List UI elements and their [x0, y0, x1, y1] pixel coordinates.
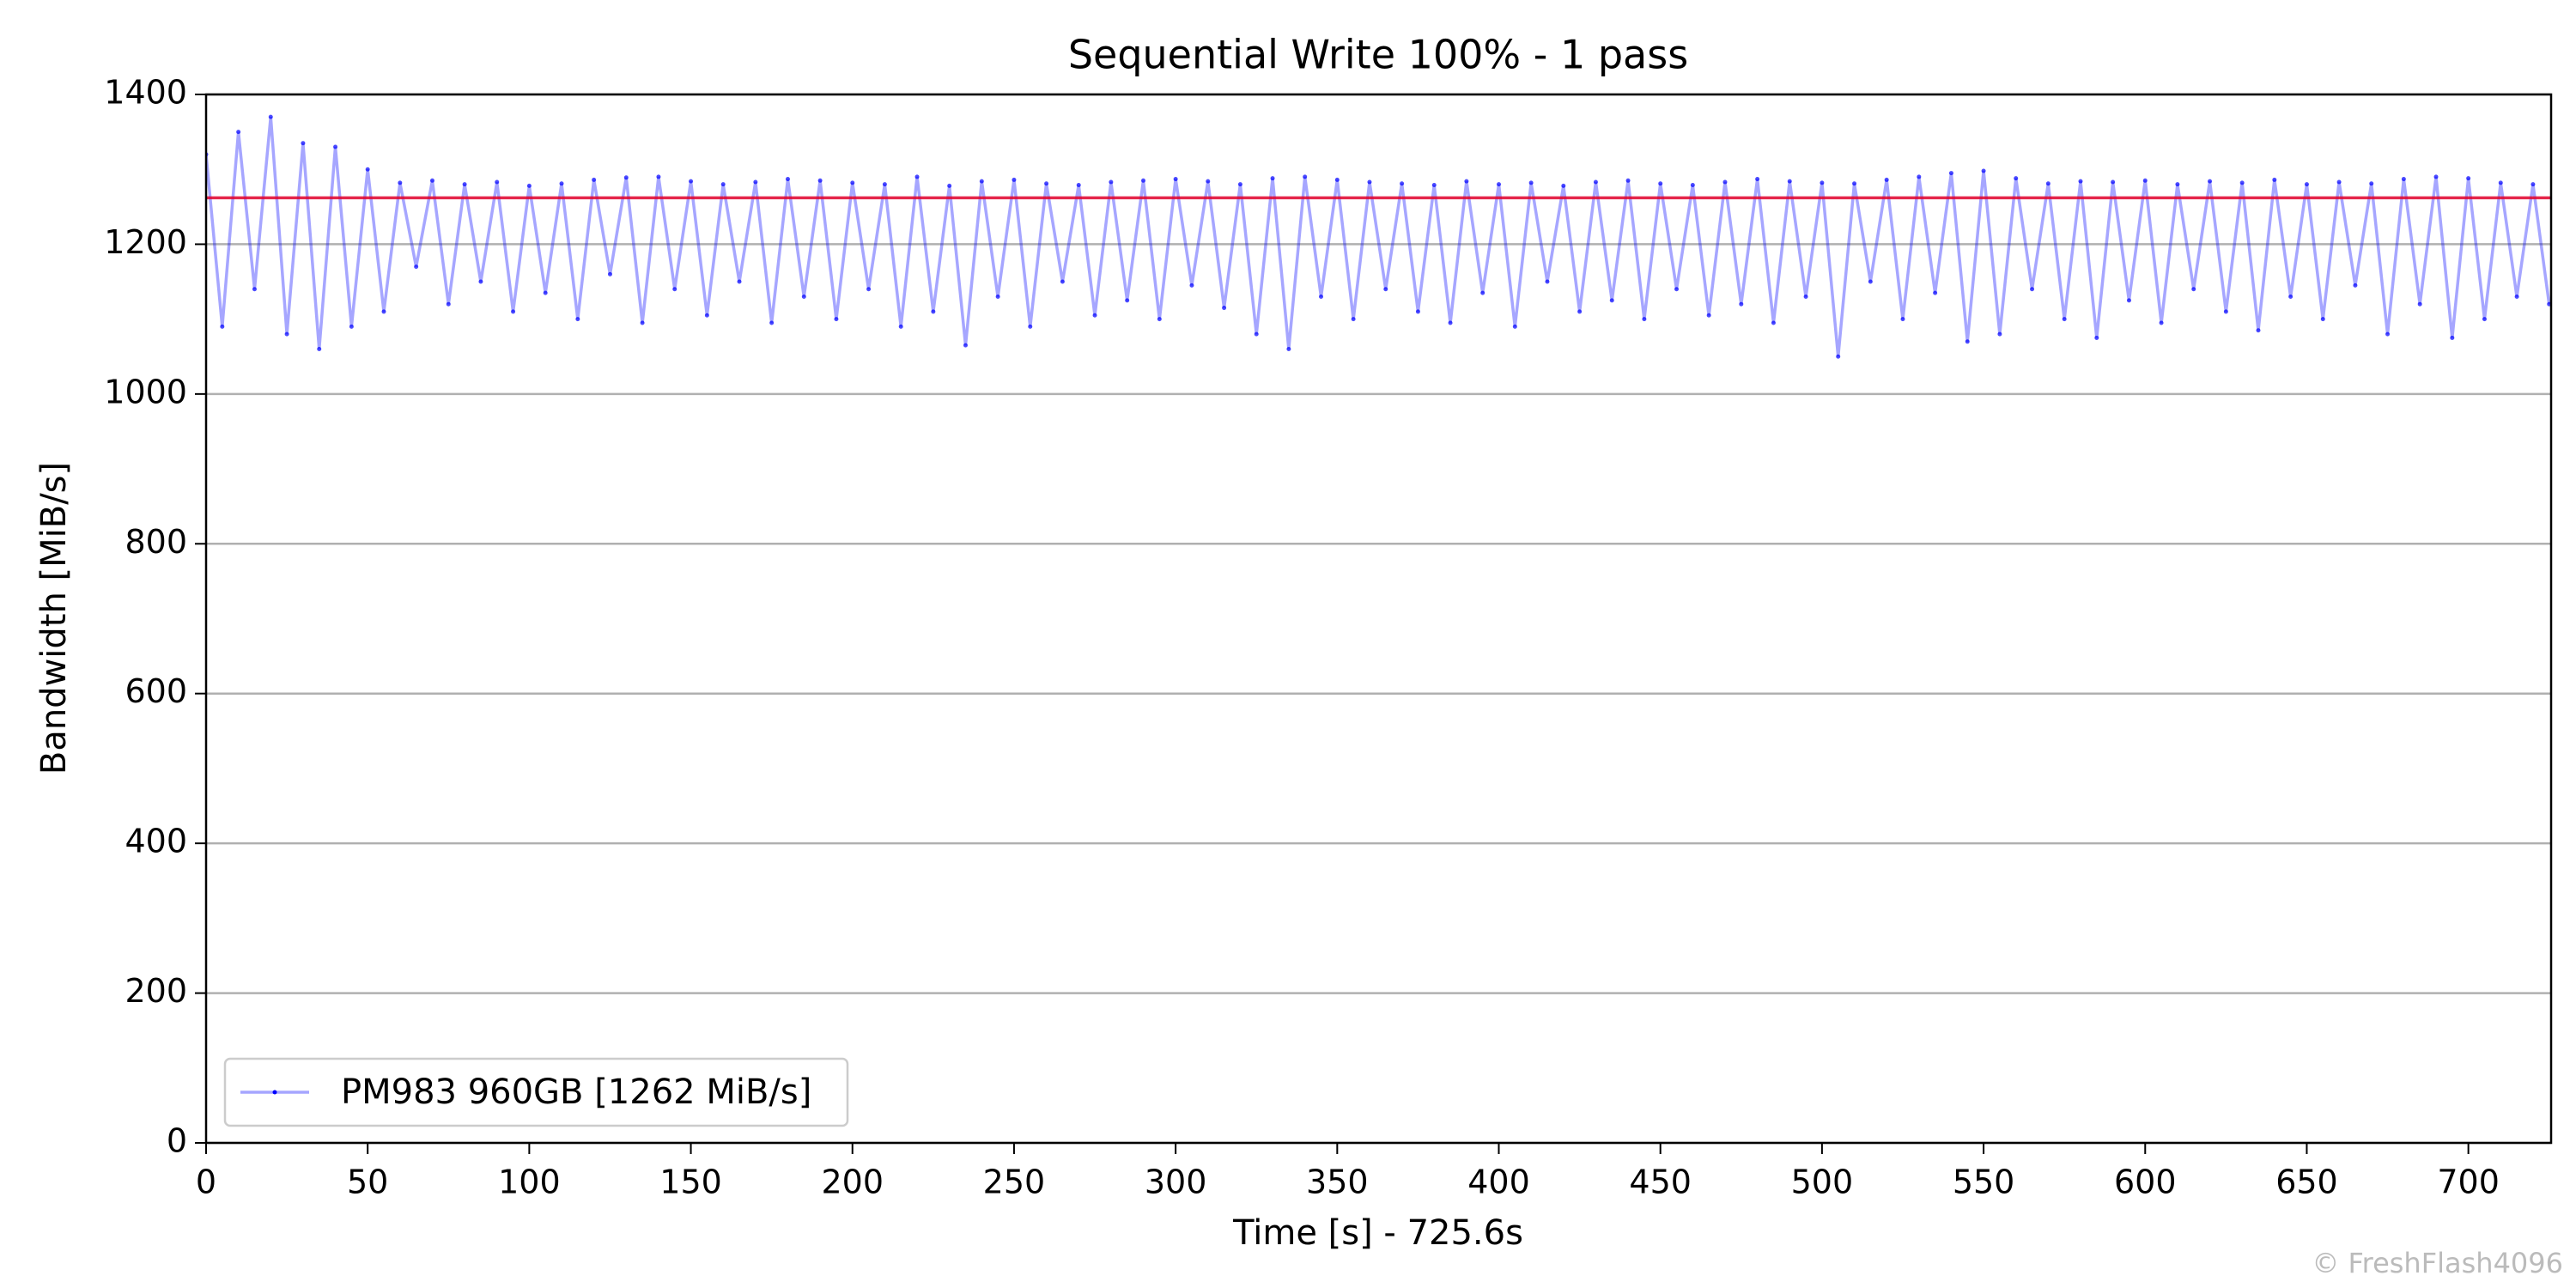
x-tick-label: 250 [983, 1163, 1046, 1201]
x-tick-label: 100 [498, 1163, 561, 1201]
series-line [206, 117, 2551, 357]
legend-label: PM983 960GB [1262 MiB/s] [341, 1072, 811, 1112]
legend-swatch-dot [272, 1090, 277, 1095]
y-tick-label: 800 [125, 523, 187, 561]
x-tick-label: 350 [1306, 1163, 1369, 1201]
x-tick-label: 0 [196, 1163, 216, 1201]
x-tick-label: 300 [1145, 1163, 1207, 1201]
watermark: © FreshFlash4096 [2312, 1247, 2563, 1279]
y-tick-label: 1400 [104, 74, 187, 112]
y-tick-label: 1000 [104, 373, 187, 410]
y-tick-label: 0 [167, 1122, 187, 1160]
plot-frame [204, 93, 2553, 1145]
x-tick-label: 650 [2275, 1163, 2338, 1201]
legend-box [223, 1057, 849, 1127]
y-tick-label: 1200 [104, 223, 187, 261]
x-tick-label: 150 [659, 1163, 722, 1201]
x-tick-label: 500 [1791, 1163, 1854, 1201]
x-axis-label: Time [s] - 725.6s [1232, 1213, 1523, 1253]
x-tick-label: 600 [2114, 1163, 2177, 1201]
y-tick-label: 400 [125, 823, 187, 860]
y-axis-label: Bandwidth [MiB/s] [34, 462, 74, 775]
x-tick-label: 50 [347, 1163, 388, 1201]
x-tick-label: 450 [1629, 1163, 1692, 1201]
y-tick-label: 200 [125, 972, 187, 1010]
x-tick-label: 200 [821, 1163, 884, 1201]
y-tick-label: 600 [125, 672, 187, 710]
x-tick-label: 700 [2437, 1163, 2500, 1201]
chart-title: Sequential Write 100% - 1 pass [1068, 32, 1688, 78]
x-tick-label: 550 [1953, 1163, 2015, 1201]
x-tick-label: 400 [1467, 1163, 1530, 1201]
